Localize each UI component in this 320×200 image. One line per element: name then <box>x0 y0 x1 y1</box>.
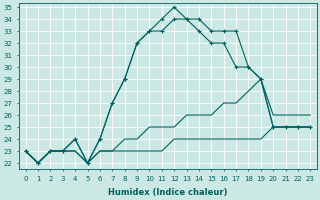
X-axis label: Humidex (Indice chaleur): Humidex (Indice chaleur) <box>108 188 228 197</box>
